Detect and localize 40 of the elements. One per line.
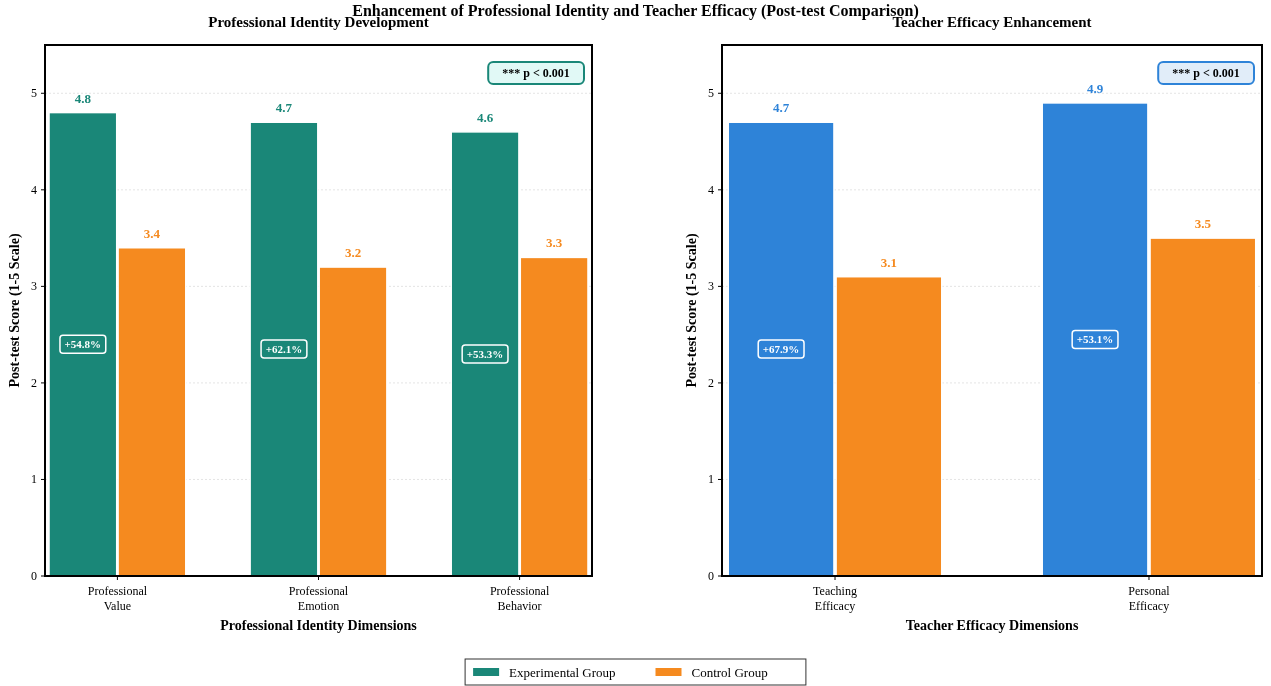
y-tick-label: 2	[708, 375, 714, 390]
data-label: 4.9	[1086, 80, 1104, 96]
x-tick-label: Teaching Efficacy	[813, 584, 857, 613]
legend-label: Experimental Group	[509, 665, 616, 680]
y-tick-label: 2	[31, 375, 37, 390]
data-label: 4.6	[476, 109, 494, 125]
annotation: +53.3%	[466, 347, 504, 360]
data-label: 3.3	[546, 235, 563, 251]
annotation: +62.1%	[265, 343, 303, 356]
y-tick-label: 5	[708, 86, 714, 101]
data-label: 4.7	[772, 100, 790, 116]
y-tick-label: 1	[708, 472, 714, 487]
data-label: 3.1	[880, 254, 898, 270]
annotation: *** p < 0.001	[502, 66, 570, 80]
y-tick-label: 3	[31, 279, 37, 294]
data-label: 4.7	[275, 100, 293, 116]
x-tick-label: Professional Behavior	[489, 584, 550, 613]
y-tick-label: 4	[31, 182, 37, 197]
annotation: +53.1%	[1076, 333, 1114, 346]
data-label: 4.8	[74, 90, 92, 106]
data-label: 3.5	[1194, 216, 1212, 232]
y-tick-label: 0	[31, 569, 37, 583]
y-tick-label: 3	[708, 279, 714, 294]
data-label: 3.4	[143, 225, 161, 241]
x-tick-label: Professional Emotion	[288, 584, 349, 613]
y-tick-label: 4	[708, 182, 714, 197]
x-axis-title: Professional Identity Dimensions	[220, 618, 418, 633]
x-tick-label: Professional Value	[87, 584, 148, 613]
x-axis-title: Teacher Efficacy Dimensions	[905, 618, 1079, 633]
annotation: *** p < 0.001	[1172, 66, 1240, 80]
y-axis-title: Post-test Score (1-5 Scale)	[684, 233, 700, 388]
legend-label: Control Group	[691, 665, 768, 680]
data-label: 3.2	[344, 245, 362, 261]
y-axis-title: Post-test Score (1-5 Scale)	[7, 233, 23, 388]
y-tick-label: 0	[708, 569, 714, 583]
annotation: +67.9%	[762, 343, 800, 356]
y-tick-label: 1	[31, 472, 37, 487]
y-tick-label: 5	[31, 86, 37, 101]
x-tick-label: Personal Efficacy	[1128, 584, 1171, 613]
annotation: +54.8%	[64, 338, 102, 351]
